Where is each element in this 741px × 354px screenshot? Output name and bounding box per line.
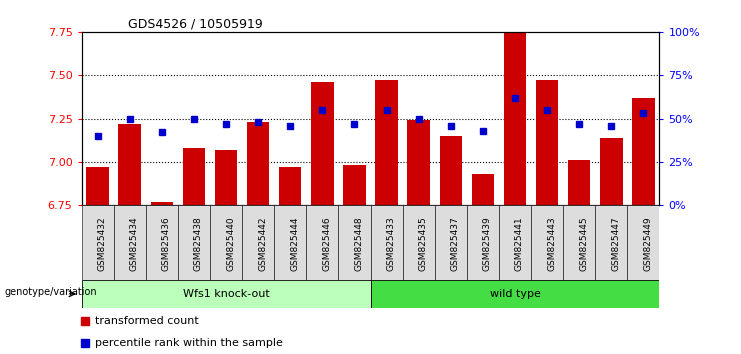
Bar bbox=[531, 205, 563, 280]
Bar bbox=[632, 98, 655, 205]
Bar bbox=[210, 205, 242, 280]
Text: GSM825444: GSM825444 bbox=[290, 216, 299, 271]
Bar bbox=[215, 150, 237, 205]
Text: GSM825449: GSM825449 bbox=[643, 216, 652, 271]
Bar bbox=[439, 136, 462, 205]
Text: GSM825436: GSM825436 bbox=[162, 216, 170, 271]
Bar bbox=[370, 205, 402, 280]
Text: GSM825435: GSM825435 bbox=[419, 216, 428, 271]
Bar bbox=[467, 205, 499, 280]
Bar bbox=[279, 167, 302, 205]
Bar bbox=[274, 205, 306, 280]
Bar bbox=[408, 120, 430, 205]
Bar bbox=[600, 138, 622, 205]
Text: wild type: wild type bbox=[490, 289, 540, 299]
Text: transformed count: transformed count bbox=[96, 316, 199, 326]
Bar bbox=[86, 167, 109, 205]
Bar bbox=[339, 205, 370, 280]
Bar bbox=[182, 148, 205, 205]
Text: GSM825437: GSM825437 bbox=[451, 216, 459, 271]
Text: GSM825448: GSM825448 bbox=[354, 216, 363, 271]
Bar bbox=[119, 124, 141, 205]
Text: GSM825447: GSM825447 bbox=[611, 216, 620, 271]
Text: GSM825443: GSM825443 bbox=[547, 216, 556, 271]
Text: GSM825442: GSM825442 bbox=[258, 216, 267, 271]
Bar bbox=[402, 205, 435, 280]
Bar bbox=[536, 80, 559, 205]
Bar bbox=[568, 160, 591, 205]
Bar bbox=[499, 205, 531, 280]
Bar bbox=[247, 122, 270, 205]
Text: GSM825445: GSM825445 bbox=[579, 216, 588, 271]
Bar bbox=[311, 82, 333, 205]
Bar bbox=[82, 205, 113, 280]
Text: percentile rank within the sample: percentile rank within the sample bbox=[96, 338, 283, 348]
Text: GSM825440: GSM825440 bbox=[226, 216, 235, 271]
Text: GSM825434: GSM825434 bbox=[130, 216, 139, 271]
Bar bbox=[471, 174, 494, 205]
Bar bbox=[563, 205, 595, 280]
Text: genotype/variation: genotype/variation bbox=[4, 287, 96, 297]
Bar bbox=[628, 205, 659, 280]
Text: Wfs1 knock-out: Wfs1 knock-out bbox=[182, 289, 270, 299]
Text: GSM825433: GSM825433 bbox=[387, 216, 396, 271]
Bar bbox=[435, 205, 467, 280]
Bar bbox=[178, 205, 210, 280]
Bar bbox=[113, 205, 146, 280]
Text: GSM825438: GSM825438 bbox=[194, 216, 203, 271]
Bar bbox=[306, 205, 339, 280]
Bar bbox=[343, 165, 365, 205]
Bar bbox=[242, 205, 274, 280]
Text: GSM825439: GSM825439 bbox=[483, 216, 492, 271]
Bar bbox=[595, 205, 628, 280]
Bar bbox=[150, 202, 173, 205]
Text: GDS4526 / 10505919: GDS4526 / 10505919 bbox=[127, 18, 262, 31]
Text: GSM825432: GSM825432 bbox=[98, 216, 107, 271]
Bar bbox=[82, 280, 370, 308]
Text: GSM825446: GSM825446 bbox=[322, 216, 331, 271]
Bar bbox=[375, 80, 398, 205]
Bar bbox=[504, 28, 526, 205]
Bar bbox=[370, 280, 659, 308]
Text: GSM825441: GSM825441 bbox=[515, 216, 524, 271]
Bar bbox=[146, 205, 178, 280]
